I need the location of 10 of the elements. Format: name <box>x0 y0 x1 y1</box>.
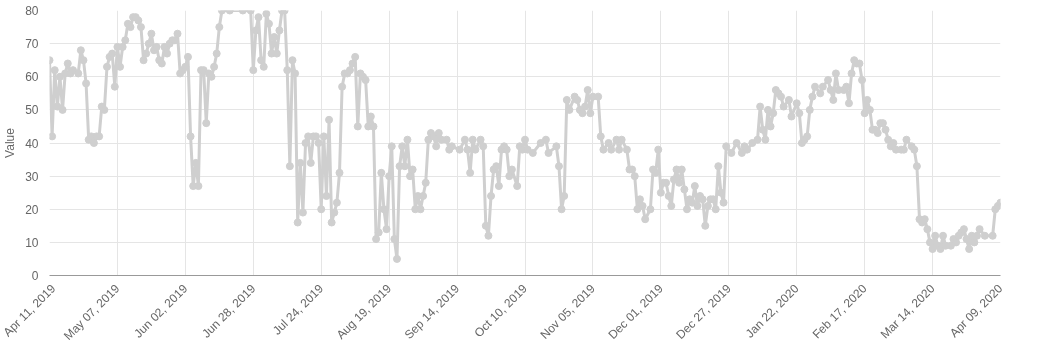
y-tick-label: 20 <box>25 202 39 217</box>
y-tick-label: 60 <box>25 70 39 85</box>
y-tick-label: 50 <box>25 103 39 118</box>
y-tick-label: 10 <box>25 235 39 250</box>
y-tick-label: 70 <box>25 37 39 52</box>
y-axis-title: Value <box>3 127 18 158</box>
y-tick-label: 40 <box>25 136 39 151</box>
y-tick-label: 0 <box>31 269 39 283</box>
y-tick-label: 80 <box>25 4 39 18</box>
y-tick-label: 30 <box>25 169 39 184</box>
